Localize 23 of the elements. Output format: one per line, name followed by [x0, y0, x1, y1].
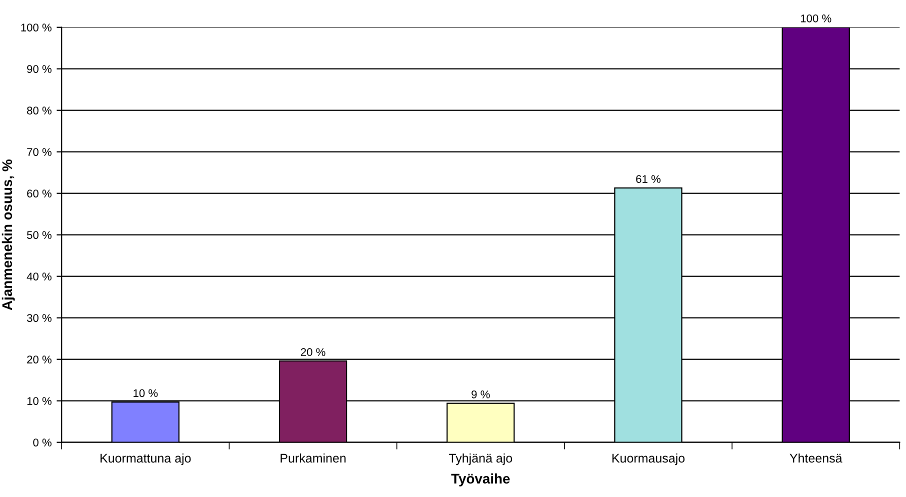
y-tick-label: 30 %	[26, 314, 52, 322]
y-tick-label: 70 %	[27, 148, 52, 156]
x-tick-label: Yhteensä	[790, 453, 842, 463]
data-label: 9 %	[472, 390, 490, 398]
data-label: 20 %	[300, 348, 326, 356]
data-label: 61 %	[636, 175, 661, 183]
data-label: 100 %	[800, 14, 832, 22]
x-tick-label: Kuormattuna ajo	[100, 453, 191, 466]
y-tick-label: 20 %	[27, 356, 52, 364]
y-tick-label: 40 %	[26, 272, 52, 280]
y-tick-label: 60 %	[27, 190, 52, 198]
x-tick-label: Purkaminen	[280, 453, 346, 463]
data-label: 10 %	[134, 389, 158, 398]
y-axis-title: Ajanmenekin osuus, %	[2, 160, 15, 310]
y-tick-label: 80 %	[27, 106, 52, 114]
y-tick-label: 90 %	[27, 65, 52, 73]
x-axis-title: Työvaihe	[451, 473, 510, 486]
y-tick-label: 0 %	[33, 438, 52, 446]
y-tick-label: 50 %	[27, 231, 52, 239]
x-tick-label: Kuormausajo	[612, 453, 685, 466]
x-tick-label: Tyhjänä ajo	[448, 453, 512, 466]
y-tick-label: 10 %	[27, 397, 52, 405]
y-tick-label: 100 %	[21, 24, 52, 32]
